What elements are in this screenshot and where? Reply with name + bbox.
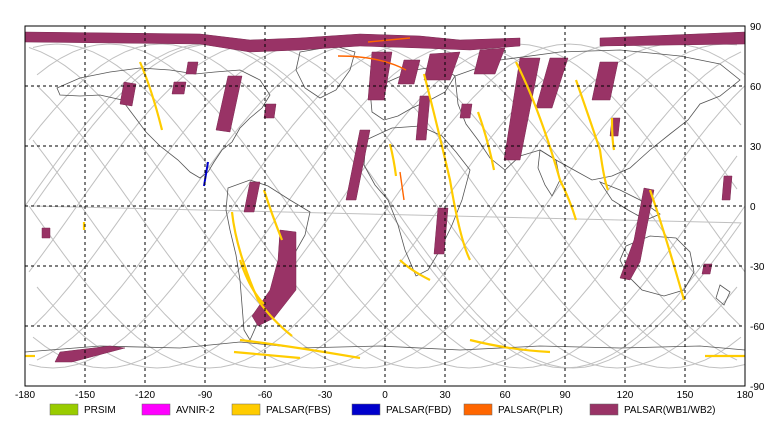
coast-asia <box>454 49 741 181</box>
x-tick-label: 180 <box>737 390 754 401</box>
map-frame <box>24 25 746 387</box>
wb-swath-9 <box>397 59 421 85</box>
x-tick-label: -120 <box>135 390 155 401</box>
y-tick-label: 60 <box>750 82 762 93</box>
orbit-track <box>32 43 742 369</box>
x-tick-label: -60 <box>258 390 273 401</box>
wb-swath-10 <box>423 51 461 81</box>
y-tick-label: 90 <box>750 22 762 33</box>
legend-label: PALSAR(FBS) <box>266 405 331 416</box>
wb-swath-3 <box>171 81 187 95</box>
x-tick-label: 60 <box>499 390 511 401</box>
coast-india <box>537 149 561 197</box>
wb-swath-2 <box>119 81 137 107</box>
legend-label: PALSAR(FBD) <box>386 405 451 416</box>
x-tick-labels: -180 -150 -120 -90 -60 -30 0 30 60 90 120 150 180 <box>15 390 754 401</box>
tracks-plr <box>337 37 411 201</box>
y-tick-labels: 90 60 30 0 -30 -60 -90 <box>750 22 765 393</box>
fbs-track-6 <box>399 259 431 281</box>
wb-swath-13 <box>535 57 569 109</box>
orbit-track <box>36 43 746 369</box>
fbs-track-4 <box>238 259 265 305</box>
legend-label: AVNIR-2 <box>176 405 215 416</box>
fbs-track-5 <box>422 73 471 261</box>
fbs-track-1 <box>138 61 164 131</box>
wb-swath-12 <box>503 57 541 161</box>
x-tick-label: 0 <box>382 390 388 401</box>
x-tick-label: -90 <box>198 390 213 401</box>
x-tick-label: 30 <box>439 390 451 401</box>
legend-swatch <box>589 403 619 416</box>
y-tick-label: -90 <box>750 382 765 393</box>
wb-swath-11 <box>473 47 506 75</box>
fbs-track-9 <box>574 79 610 191</box>
fbs-track-14 <box>233 350 301 360</box>
swaths-wb1-wb2 <box>24 31 746 363</box>
fbs-track-11 <box>648 189 686 301</box>
wb-swath-arctic-west <box>24 31 521 53</box>
coast-new-zealand <box>715 284 731 306</box>
wb-swath-16 <box>415 95 431 141</box>
tracks-fbs <box>25 61 745 360</box>
wb-swath-1 <box>185 61 199 75</box>
plr-track-2 <box>367 37 411 43</box>
wb-swath-6 <box>243 181 261 213</box>
legend-label: PALSAR(WB1/WB2) <box>624 405 716 416</box>
wb-swath-21 <box>721 175 733 201</box>
wb-swath-15 <box>345 129 371 201</box>
fbs-track-13 <box>469 338 551 354</box>
legend-swatch <box>463 403 493 416</box>
fbs-track-10 <box>610 117 616 151</box>
plot-area <box>24 25 746 387</box>
coast-antarctica <box>24 341 746 353</box>
x-tick-label: -150 <box>75 390 95 401</box>
orbit-track <box>28 43 738 369</box>
wb-swath-20 <box>619 187 655 281</box>
wb-swath-4 <box>215 75 243 133</box>
x-tick-label: 90 <box>559 390 571 401</box>
y-tick-label: 30 <box>750 142 762 153</box>
wb-swath-5 <box>263 103 277 119</box>
fbs-track-7 <box>476 111 496 171</box>
coast-southeast-asia <box>598 181 661 221</box>
plr-track-1 <box>337 55 407 71</box>
y-tick-label: -30 <box>750 262 765 273</box>
wb-swath-17 <box>459 103 473 119</box>
fbs-track-17 <box>388 143 398 177</box>
legend-swatch <box>231 403 261 416</box>
wb-swath-14 <box>591 61 619 101</box>
x-tick-label: 120 <box>617 390 634 401</box>
legend-label: PRSIM <box>84 405 116 416</box>
legend-swatch <box>351 403 381 416</box>
y-tick-label: -60 <box>750 322 765 333</box>
x-tick-label: -180 <box>15 390 35 401</box>
legend: PRSIM AVNIR-2 PALSAR(FBS) PALSAR(FBD) PALSAR… <box>49 403 716 416</box>
wb-swath-23 <box>41 227 51 239</box>
fbs-track-12 <box>239 338 361 360</box>
coast-north-america <box>56 67 271 179</box>
fbs-track-2 <box>230 211 293 337</box>
legend-swatch <box>49 403 79 416</box>
x-tick-label: -30 <box>318 390 333 401</box>
coast-greenland <box>295 45 356 99</box>
grid-lines <box>25 26 745 386</box>
plr-track-3 <box>399 171 405 201</box>
wb-swath-antarctic <box>54 345 126 363</box>
y-tick-label: 0 <box>750 202 756 213</box>
fbs-track-8 <box>515 61 578 221</box>
legend-label: PALSAR(PLR) <box>498 405 563 416</box>
orbit-track <box>28 43 738 369</box>
legend-swatch <box>141 403 171 416</box>
x-tick-label: 150 <box>677 390 694 401</box>
